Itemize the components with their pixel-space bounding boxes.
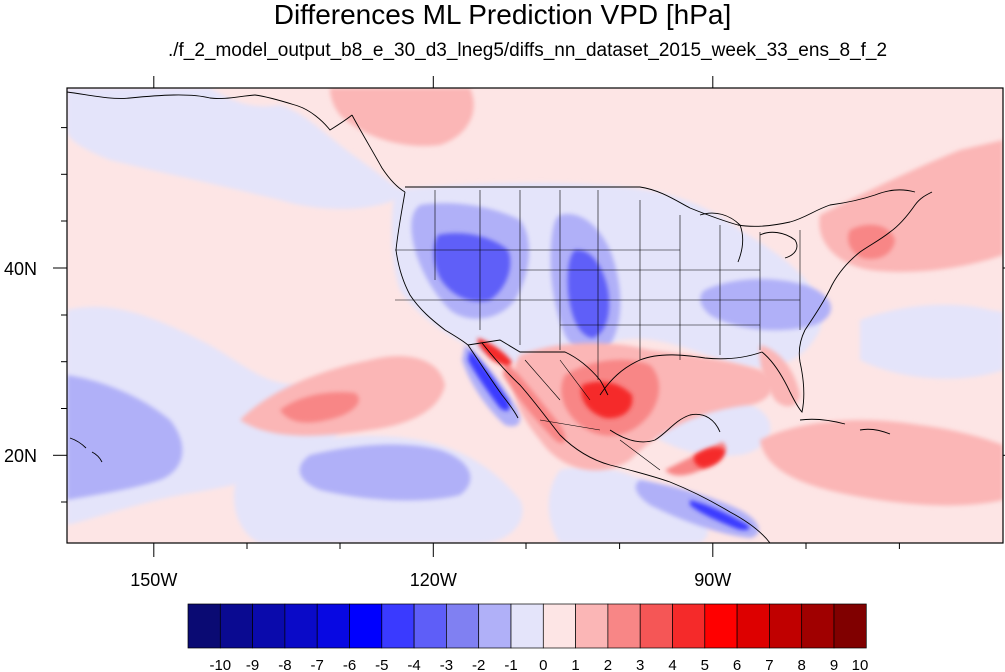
- us-state-lines: [395, 190, 801, 380]
- colorbar-box-1: [219, 603, 253, 649]
- colorbar-label-17: 7: [765, 657, 773, 672]
- map-ticks: [53, 76, 1005, 557]
- lon-label-90w: 90W: [694, 570, 731, 590]
- contour-caribbean-red: [760, 420, 1003, 506]
- contour-north-pacific-red: [330, 88, 474, 146]
- gulf-of-california-coastline: [481, 342, 771, 543]
- contour-atlantic-light-blue: [860, 304, 1003, 379]
- colorbar-label-3: -7: [311, 657, 324, 672]
- figure-subtitle: ./f_2_model_output_b8_e_30_d3_lneg5/diff…: [167, 40, 888, 61]
- contour-baja-strong-blue: [468, 350, 510, 411]
- colorbar-box-11: [542, 603, 576, 649]
- colorbar-box-10: [510, 603, 544, 649]
- colorbar-label-6: -4: [407, 657, 420, 672]
- yucatan-coastline: [609, 413, 721, 443]
- mexico-state-lines: [524, 359, 661, 471]
- colorbar-box-20: [833, 603, 867, 649]
- contour-north-pacific-light-blue: [67, 88, 405, 210]
- lat-label-40n: 40N: [4, 259, 37, 279]
- contour-subtropical-blue: [299, 444, 471, 501]
- colorbar-label-5: -5: [375, 657, 388, 672]
- colorbar-box-15: [672, 603, 706, 649]
- colorbar-box-8: [446, 603, 480, 649]
- colorbar-box-5: [349, 603, 383, 649]
- boundaries: [67, 91, 933, 543]
- colorbar-box-12: [575, 603, 609, 649]
- lon-label-120w: 120W: [410, 570, 457, 590]
- colorbar-box-3: [284, 603, 318, 649]
- colorbar-label-11: 1: [571, 657, 579, 672]
- colorbar-box-4: [316, 603, 350, 649]
- colorbar-box-17: [736, 603, 770, 649]
- colorbar-label-12: 2: [604, 657, 612, 672]
- map-frame: [66, 87, 1004, 544]
- figure-title: Differences ML Prediction VPD [hPa]: [273, 0, 732, 30]
- colorbar-box-9: [478, 603, 512, 649]
- colorbar-label-4: -6: [343, 657, 356, 672]
- contour-hawaii-blue: [67, 375, 183, 500]
- hawaii-islands: [69, 437, 103, 463]
- gulf-coast-coastline: [599, 351, 763, 396]
- colorbar-label-20: 10: [852, 657, 869, 672]
- colorbar-box-2: [252, 603, 286, 649]
- colorbar-box-14: [639, 603, 673, 649]
- alaska-coastline: [67, 91, 353, 131]
- colorbar-box-18: [769, 603, 803, 649]
- colorbar-label-18: 8: [798, 657, 806, 672]
- colorbar-boxes: [187, 603, 867, 649]
- contour-gulf-of-california-strong-red: [477, 338, 512, 366]
- contour-panama-strong-blue: [690, 500, 750, 531]
- colorbar-label-19: 9: [830, 657, 838, 672]
- contour-east-pacific-light-blue: [548, 466, 709, 543]
- contour-texas-strong-red: [581, 381, 633, 419]
- great-lakes-outline: [699, 212, 798, 263]
- lon-label-150w: 150W: [130, 570, 177, 590]
- us-east-coastline: [804, 191, 933, 331]
- colorbar-box-6: [381, 603, 415, 649]
- colorbar-box-19: [801, 603, 835, 649]
- colorbar-label-9: -1: [504, 657, 517, 672]
- colorbar-label-8: -2: [472, 657, 485, 672]
- contour-colorado-strong-blue: [567, 249, 610, 338]
- colorbar-label-2: -8: [278, 657, 291, 672]
- colorbar-label-7: -3: [440, 657, 453, 672]
- lat-label-20n: 20N: [4, 446, 37, 466]
- colorbar-label-10: 0: [539, 657, 547, 672]
- contour-pacific-medium-red: [280, 392, 359, 423]
- colorbar-labels: -10 -9 -8 -7 -6 -5 -4 -3 -2 -1 0 1 2 3 4…: [209, 657, 868, 672]
- map-panel: 150W 120W 90W 40N 20N: [4, 76, 1005, 590]
- contour-ohio-valley-blue: [700, 278, 832, 331]
- us-west-coastline: [395, 191, 469, 346]
- colorbar-label-0: -10: [209, 657, 231, 672]
- colorbar-label-14: 4: [668, 657, 676, 672]
- contour-yucatan-strong-red: [693, 447, 725, 468]
- canada-pacific-coastline: [351, 114, 406, 193]
- colorbar-box-0: [187, 603, 221, 649]
- colorbar-label-13: 3: [636, 657, 644, 672]
- caribbean-islands: [799, 418, 891, 435]
- colorbar: -10 -9 -8 -7 -6 -5 -4 -3 -2 -1 0 1 2 3 4…: [187, 603, 868, 672]
- baja-coastline: [467, 344, 519, 419]
- florida-coastline: [761, 329, 806, 413]
- us-canada-border: [405, 186, 916, 227]
- colorbar-box-16: [704, 603, 738, 649]
- colorbar-label-1: -9: [246, 657, 259, 672]
- colorbar-box-7: [413, 603, 447, 649]
- colorbar-label-15: 5: [701, 657, 709, 672]
- contour-new-england-medium-red: [848, 224, 895, 260]
- difference-field: [67, 88, 1003, 543]
- colorbar-box-13: [607, 603, 641, 649]
- colorbar-label-16: 6: [733, 657, 741, 672]
